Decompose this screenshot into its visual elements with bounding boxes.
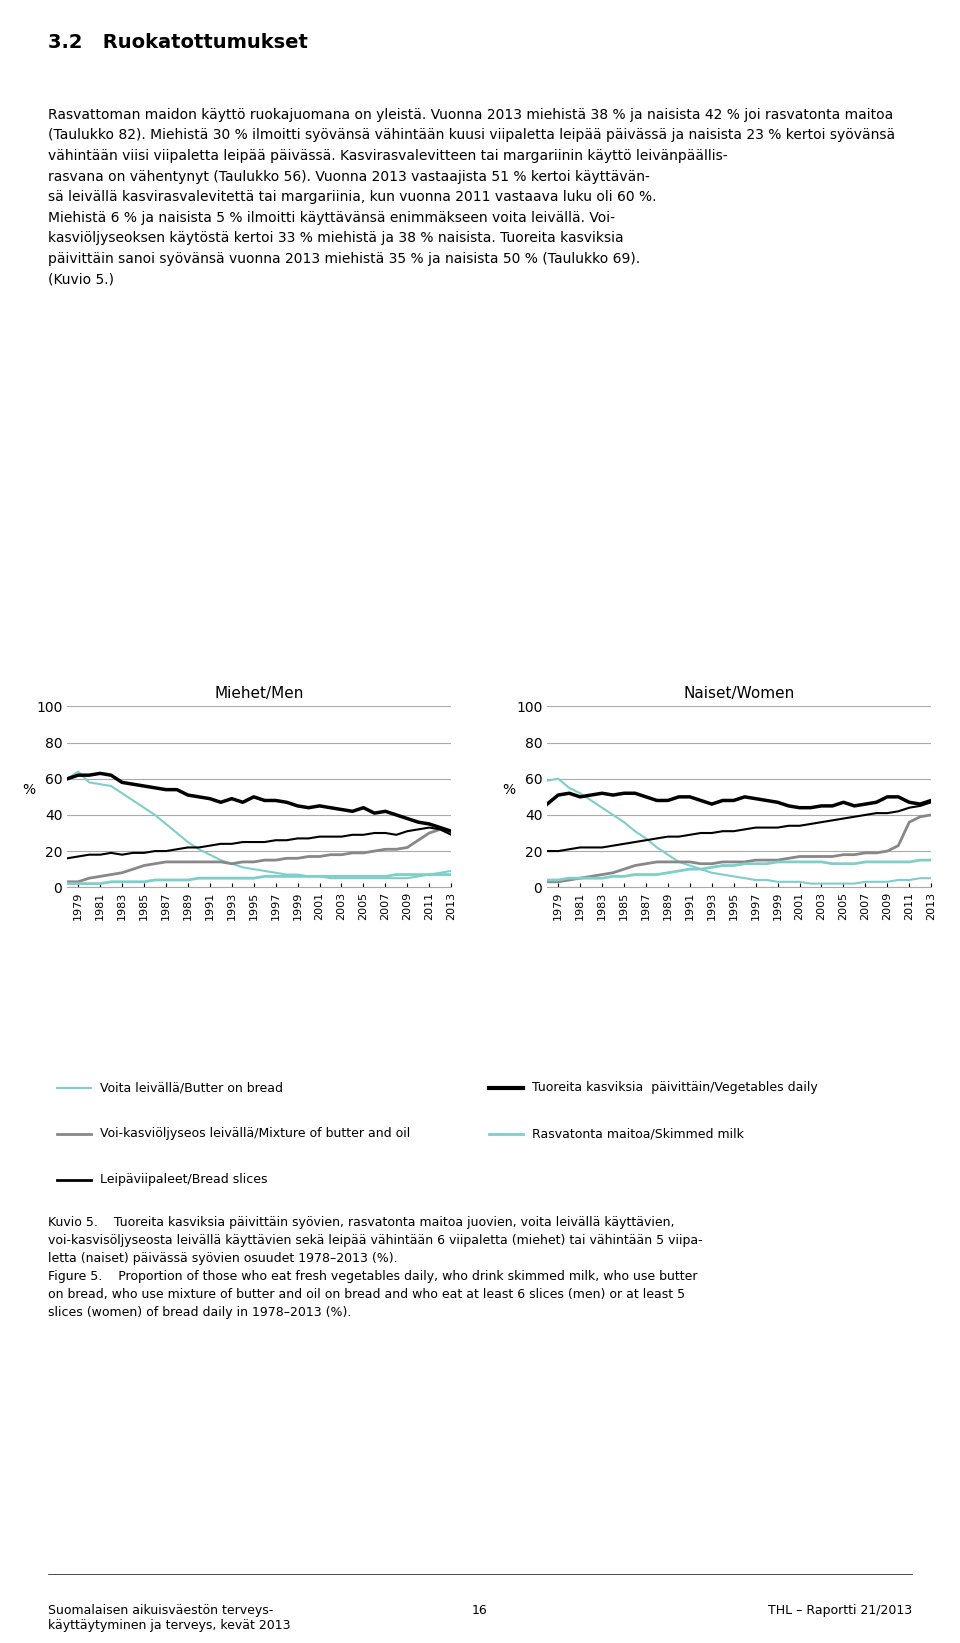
Text: 16: 16 [472, 1604, 488, 1617]
Text: 3.2   Ruokatottumukset: 3.2 Ruokatottumukset [48, 33, 308, 53]
Title: Miehet/Men: Miehet/Men [214, 687, 304, 702]
Text: Rasvatonta maitoa/Skimmed milk: Rasvatonta maitoa/Skimmed milk [532, 1127, 744, 1140]
Text: Tuoreita kasviksia  päivittäin/Vegetables daily: Tuoreita kasviksia päivittäin/Vegetables… [532, 1081, 818, 1094]
Title: Naiset/Women: Naiset/Women [684, 687, 795, 702]
Text: THL – Raportti 21/2013: THL – Raportti 21/2013 [768, 1604, 912, 1617]
Y-axis label: %: % [502, 782, 516, 797]
Text: Suomalaisen aikuisväestön terveys-
käyttäytyminen ja terveys, kevät 2013: Suomalaisen aikuisväestön terveys- käytt… [48, 1604, 291, 1631]
Text: Voita leivällä/Butter on bread: Voita leivällä/Butter on bread [100, 1081, 283, 1094]
Text: Rasvattoman maidon käyttö ruokajuomana on yleistä. Vuonna 2013 miehistä 38 % ja : Rasvattoman maidon käyttö ruokajuomana o… [48, 108, 895, 286]
Y-axis label: %: % [22, 782, 36, 797]
Text: Leipäviipaleet/Bread slices: Leipäviipaleet/Bread slices [100, 1173, 267, 1186]
Text: Voi-kasviöljyseos leivällä/Mixture of butter and oil: Voi-kasviöljyseos leivällä/Mixture of bu… [100, 1127, 410, 1140]
Text: Kuvio 5.    Tuoreita kasviksia päivittäin syövien, rasvatonta maitoa juovien, vo: Kuvio 5. Tuoreita kasviksia päivittäin s… [48, 1216, 703, 1319]
